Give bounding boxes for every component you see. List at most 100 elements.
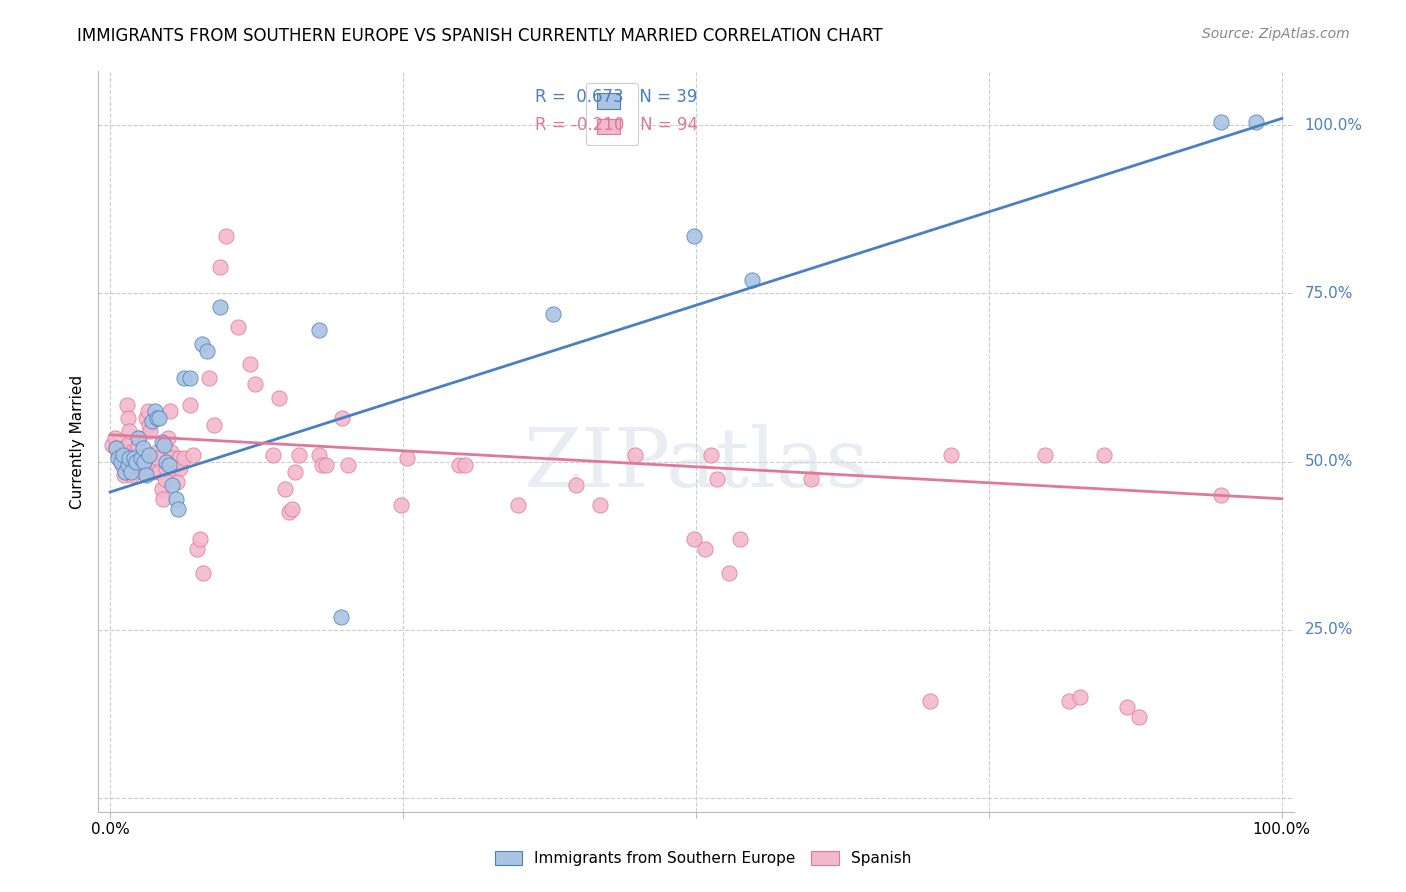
Point xyxy=(226,320,249,334)
Point xyxy=(139,425,162,439)
Point xyxy=(117,458,139,472)
Point xyxy=(262,448,284,462)
Point xyxy=(107,451,129,466)
Point xyxy=(278,505,301,519)
Point xyxy=(145,461,167,475)
Point xyxy=(132,448,156,462)
Point xyxy=(741,273,763,287)
Point xyxy=(121,444,143,458)
Point xyxy=(197,370,219,384)
Point xyxy=(389,499,412,513)
Point xyxy=(132,458,155,472)
Point xyxy=(117,411,139,425)
Point xyxy=(700,448,723,462)
Legend: Immigrants from Southern Europe, Spanish: Immigrants from Southern Europe, Spanish xyxy=(486,843,920,873)
Point xyxy=(132,455,156,469)
Point xyxy=(162,461,184,475)
Point xyxy=(506,499,529,513)
Point xyxy=(120,465,142,479)
Point xyxy=(114,465,136,479)
Point xyxy=(1092,448,1115,462)
Point xyxy=(288,448,311,462)
Point xyxy=(1116,700,1139,714)
Point xyxy=(143,404,166,418)
Point xyxy=(330,411,353,425)
Point xyxy=(454,458,477,472)
Point xyxy=(395,451,418,466)
Point xyxy=(128,461,150,475)
Point xyxy=(148,451,170,466)
Point xyxy=(117,438,139,452)
Point xyxy=(122,451,145,466)
Point xyxy=(118,425,141,439)
Point xyxy=(197,343,219,358)
Point xyxy=(160,444,183,458)
Point xyxy=(308,448,330,462)
Point xyxy=(1209,488,1232,502)
Point xyxy=(142,451,165,466)
Point xyxy=(169,461,191,475)
Point xyxy=(114,444,136,458)
Point xyxy=(173,370,195,384)
Point xyxy=(920,694,942,708)
Point xyxy=(186,542,208,557)
Point xyxy=(146,411,169,425)
Point xyxy=(150,434,173,449)
Point xyxy=(112,442,135,456)
Point xyxy=(449,458,471,472)
Point xyxy=(122,451,145,466)
Point xyxy=(245,377,267,392)
Text: R =  0.673   N = 39: R = 0.673 N = 39 xyxy=(534,88,697,106)
Text: 50.0%: 50.0% xyxy=(1305,454,1353,469)
Point xyxy=(153,438,176,452)
Point xyxy=(337,458,360,472)
Point xyxy=(191,566,214,580)
Point xyxy=(165,491,187,506)
Point xyxy=(141,465,163,479)
Point xyxy=(1244,115,1267,129)
Point xyxy=(682,532,704,546)
Point xyxy=(281,501,304,516)
Text: Source: ZipAtlas.com: Source: ZipAtlas.com xyxy=(1202,27,1350,41)
Point xyxy=(120,458,141,472)
Point xyxy=(115,398,138,412)
Point xyxy=(308,324,330,338)
Point xyxy=(274,482,297,496)
Point xyxy=(695,542,717,557)
Point xyxy=(129,451,152,466)
Point xyxy=(941,448,963,462)
Point xyxy=(706,472,728,486)
Point xyxy=(128,431,150,445)
Point xyxy=(127,438,149,452)
Point xyxy=(209,300,232,314)
Point xyxy=(112,448,135,462)
Point xyxy=(138,417,160,432)
Point xyxy=(101,438,124,452)
Point xyxy=(1209,115,1232,129)
Y-axis label: Currently Married: Currently Married xyxy=(70,375,86,508)
Point xyxy=(173,451,195,466)
Point xyxy=(682,229,704,244)
Point xyxy=(105,442,128,456)
Text: R = -0.210   N = 94: R = -0.210 N = 94 xyxy=(534,116,697,134)
Point xyxy=(135,468,157,483)
Point xyxy=(330,609,353,624)
Point xyxy=(169,451,191,466)
Point xyxy=(129,451,152,466)
Point xyxy=(179,398,201,412)
Point xyxy=(1069,690,1091,705)
Point xyxy=(209,260,232,274)
Point xyxy=(108,451,131,466)
Point xyxy=(624,448,647,462)
Point xyxy=(138,448,160,462)
Point xyxy=(188,532,212,546)
Point xyxy=(239,357,262,371)
Point xyxy=(131,465,153,479)
Point xyxy=(155,455,177,469)
Point xyxy=(104,431,127,445)
Point xyxy=(132,442,155,456)
Point xyxy=(150,482,173,496)
Point xyxy=(162,478,183,492)
Point xyxy=(183,448,205,462)
Point xyxy=(167,501,190,516)
